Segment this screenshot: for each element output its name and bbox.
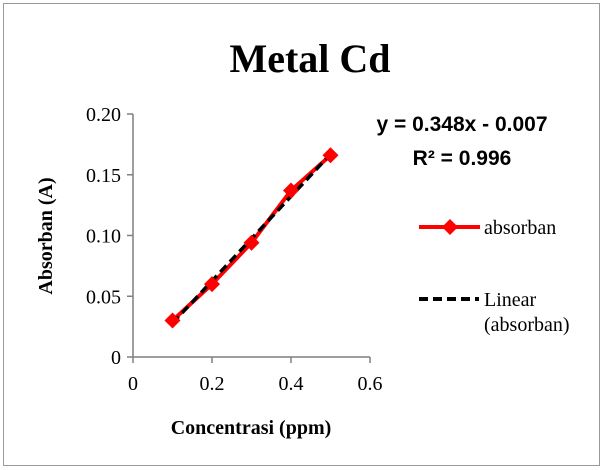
x-axis-label: Concentrasi (ppm): [171, 417, 332, 439]
data-point-marker: [283, 182, 299, 199]
legend-label-absorban: absorban: [484, 217, 556, 239]
trendline-equation: y = 0.348x - 0.007: [376, 113, 547, 136]
r-squared-label: R² = 0.996: [413, 147, 512, 170]
x-tick-label: 0.2: [200, 373, 225, 395]
x-tick-label: 0.6: [358, 373, 383, 395]
legend: absorban Linear (absorban): [419, 217, 570, 336]
y-tick-label: 0: [111, 347, 121, 369]
data-point-marker: [164, 312, 181, 329]
data-point-marker: [204, 276, 220, 293]
legend-label-linear-line1: Linear: [484, 289, 537, 311]
legend-marker-diamond: [442, 219, 458, 235]
chart-title: Metal Cd: [229, 36, 390, 81]
x-tick-label: 0.4: [279, 373, 304, 395]
data-point-marker: [322, 147, 339, 164]
plot-area: [164, 147, 339, 329]
y-axis-label: Absorban (A): [35, 177, 57, 294]
y-tick-label: 0.15: [86, 165, 121, 187]
data-point-marker: [243, 234, 260, 251]
y-tick-label: 0.10: [86, 226, 121, 248]
y-tick-label: 0.05: [86, 286, 121, 308]
x-tick-label: 0: [128, 373, 138, 395]
legend-label-linear-line2: (absorban): [484, 314, 570, 336]
y-tick-label: 0.20: [86, 104, 121, 126]
axis-ticks: 0 0.05 0.10 0.15 0.20 0 0.2 0.4 0.6: [86, 104, 383, 395]
chart-border: [3, 3, 600, 466]
